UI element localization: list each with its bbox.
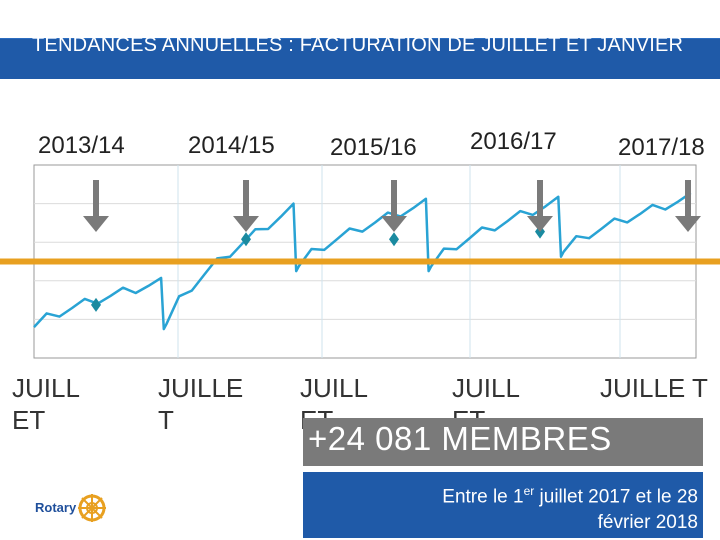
january-marker xyxy=(389,232,399,247)
arrow-shaft xyxy=(93,180,99,218)
title-bar xyxy=(0,38,720,79)
season-label-3: 2015/16 xyxy=(330,134,417,161)
period-box xyxy=(303,472,703,538)
arrow-head xyxy=(381,216,407,232)
rotary-logo-text: Rotary xyxy=(35,500,77,515)
arrow-shaft xyxy=(685,180,691,218)
month-label-5: JUILLE T xyxy=(600,373,708,403)
members-count: +24 081 MEMBRES xyxy=(308,420,612,457)
month-label-1: JUILL ET xyxy=(12,373,79,435)
members-box xyxy=(303,418,703,466)
month-label-2: JUILLE T xyxy=(158,373,244,435)
period-text: Entre le 1er juillet 2017 et le 28 févrie… xyxy=(442,484,698,534)
arrow-shaft xyxy=(537,180,543,218)
arrow-head xyxy=(675,216,701,232)
january-marker xyxy=(91,297,101,312)
season-label-4: 2016/17 xyxy=(470,128,557,155)
arrow-shaft xyxy=(391,180,397,218)
rotary-logo xyxy=(78,494,106,522)
arrow-head xyxy=(83,216,109,232)
arrow-head xyxy=(233,216,259,232)
season-label-1: 2013/14 xyxy=(38,132,125,159)
season-label-5: 2017/18 xyxy=(618,134,705,161)
january-marker xyxy=(241,232,251,247)
slide-title: TENDANCES ANNUELLES : FACTURATION DE JUI… xyxy=(32,34,684,56)
arrow-head xyxy=(527,216,553,232)
arrow-shaft xyxy=(243,180,249,218)
season-label-2: 2014/15 xyxy=(188,132,275,159)
trend-line xyxy=(33,191,692,331)
